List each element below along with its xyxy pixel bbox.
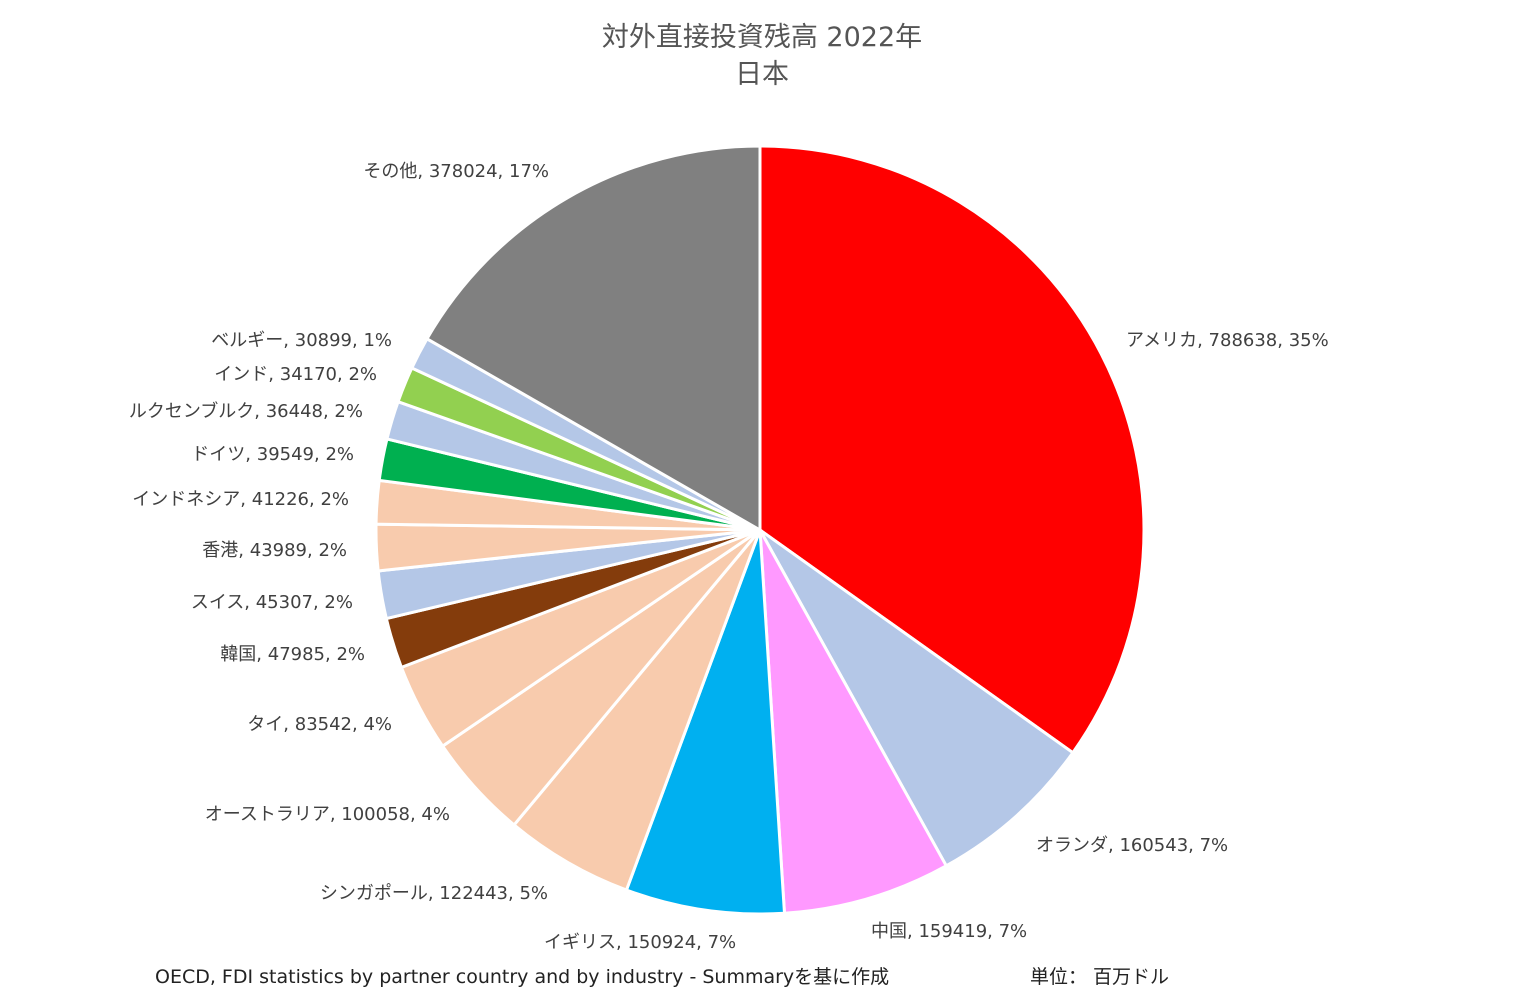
slice-data-label: アメリカ, 788638, 35% xyxy=(1126,330,1329,351)
slice-data-label: ベルギー, 30899, 1% xyxy=(211,330,392,351)
slice-data-label: オーストラリア, 100058, 4% xyxy=(205,804,450,825)
pie-slice xyxy=(758,528,1075,868)
slice-data-label: 中国, 159419, 7% xyxy=(871,921,1027,942)
pie-slice xyxy=(425,144,762,532)
slice-data-label: その他, 378024, 17% xyxy=(363,161,549,182)
slice-data-label: 香港, 43989, 2% xyxy=(202,540,347,561)
chart-subtitle: 日本 xyxy=(735,59,789,90)
slice-data-label: シンガポール, 122443, 5% xyxy=(320,883,548,904)
slice-data-label: 韓国, 47985, 2% xyxy=(220,644,365,665)
slice-data-label: オランダ, 160543, 7% xyxy=(1036,835,1228,856)
pie-slice xyxy=(624,528,786,916)
unit-note: 単位： 百万ドル xyxy=(1030,966,1170,988)
slice-data-label: スイス, 45307, 2% xyxy=(191,592,353,613)
slice-data-label: インド, 34170, 2% xyxy=(214,364,377,385)
slice-data-label: インドネシア, 41226, 2% xyxy=(132,489,349,510)
slice-data-label: ルクセンブルク, 36448, 2% xyxy=(129,400,363,422)
pie-slice xyxy=(758,144,1146,755)
slice-data-label: タイ, 83542, 4% xyxy=(247,714,392,735)
slice-data-label: ドイツ, 39549, 2% xyxy=(191,444,354,465)
chart-title: 対外直接投資残高 2022年 xyxy=(602,22,922,53)
source-note: OECD, FDI statistics by partner country … xyxy=(155,966,890,988)
slice-data-label: イギリス, 150924, 7% xyxy=(544,932,736,953)
pie-slice xyxy=(758,528,948,915)
